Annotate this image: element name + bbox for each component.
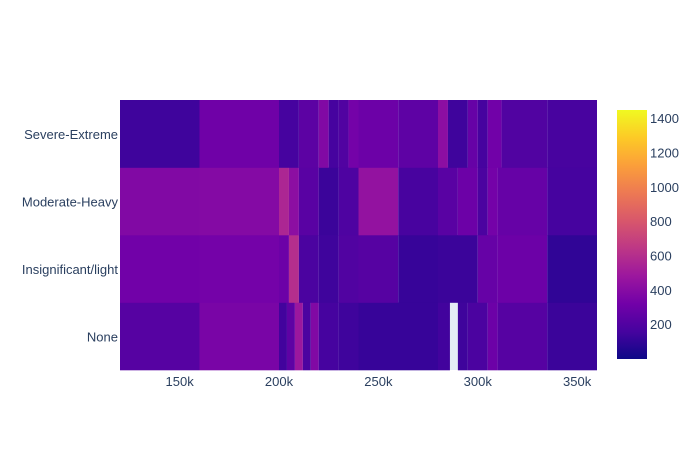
heatmap-cell [438,235,478,303]
heatmap-cell [547,167,597,236]
x-tick-label: 200k [265,374,294,389]
heatmap-cell [477,235,498,303]
heatmap-cell [318,100,329,168]
heatmap-cell [477,167,488,236]
colorbar-tick-label: 1000 [650,180,679,195]
x-axis: 150k 200k 250k 300k 350k [166,374,592,389]
heatmap-cell [438,100,448,168]
x-tick-label: 300k [464,374,493,389]
heatmap-cell [398,100,438,168]
heatmap-cell [199,167,279,236]
colorbar-tick-label: 600 [650,248,672,263]
heatmap-cell [279,302,287,371]
y-category-label: Severe-Extreme [24,127,118,142]
heatmap-cell [487,167,498,236]
heatmap-cell [487,100,502,168]
heatmap-cell [120,100,200,168]
x-tick-label: 250k [364,374,393,389]
heatmap-cell [288,167,299,236]
heatmap-cell [328,100,339,168]
heatmap-cell [398,167,438,236]
heatmap-cell [310,302,319,371]
heatmap-cell [547,302,597,371]
colorbar-tick-label: 800 [650,214,672,229]
heatmap-cell [398,235,438,303]
heatmap-cell [547,100,597,168]
heatmap-cell [199,100,279,168]
heatmap-cell [279,100,299,168]
heatmap-cell [348,100,359,168]
heatmap-cell [279,167,289,236]
heatmap-cell [358,302,438,371]
heatmap-cell [199,302,279,371]
heatmap-cell [302,302,311,371]
heatmap-cell [457,302,468,371]
colorbar-tick-label: 200 [650,317,672,332]
heatmap-cell [358,167,399,236]
heatmap-cell [501,100,548,168]
colorbar-tick-label: 400 [650,283,672,298]
heatmap-cell [438,302,450,371]
heatmap-cell [338,235,359,303]
y-category-label: Moderate-Heavy [22,194,119,209]
heatmap-cell [298,100,319,168]
colorbar-tick-label: 1400 [650,111,679,126]
heatmap-cell [338,100,349,168]
heatmap-cell [318,302,339,371]
colorbar-gradient [617,110,647,359]
heatmap-cell [487,302,498,371]
heatmap-cell [358,100,399,168]
heatmap-cell [288,235,299,303]
heatmap-cell [286,302,295,371]
heatmap-cell [120,235,200,303]
heatmap-cell [358,235,399,303]
y-category-label: Insignificant/light [22,262,118,277]
y-axis: None Insignificant/light Moderate-Heavy Sev… [22,127,119,345]
heatmap-cells [120,100,597,371]
heatmap-cell [447,100,468,168]
heatmap-cell [457,167,478,236]
x-tick-label: 150k [166,374,195,389]
heatmap-cell [298,235,319,303]
colorbar-tick-label: 1200 [650,145,679,160]
heatmap-cell [318,167,339,236]
heatmap-cell [467,302,488,371]
y-category-label: None [87,329,118,344]
heatmap-cell [120,302,200,371]
heatmap-cell [497,302,548,371]
heatmap-cell [199,235,279,303]
heatmap-cell [477,100,488,168]
heatmap-cell [338,167,359,236]
heatmap-cell [298,167,319,236]
heatmap-cell [120,167,200,236]
x-tick-label: 350k [563,374,592,389]
colorbar: 200 400 600 800 1000 1200 1400 [617,110,679,359]
heatmap-cell [467,100,478,168]
heatmap-cell [318,235,339,303]
heatmap-cell [497,235,548,303]
heatmap-cell [497,167,548,236]
heatmap-cell [438,167,458,236]
heatmap-cell [279,235,289,303]
heatmap-cell [294,302,303,371]
heatmap-cell [547,235,597,303]
heatmap-cell [338,302,359,371]
